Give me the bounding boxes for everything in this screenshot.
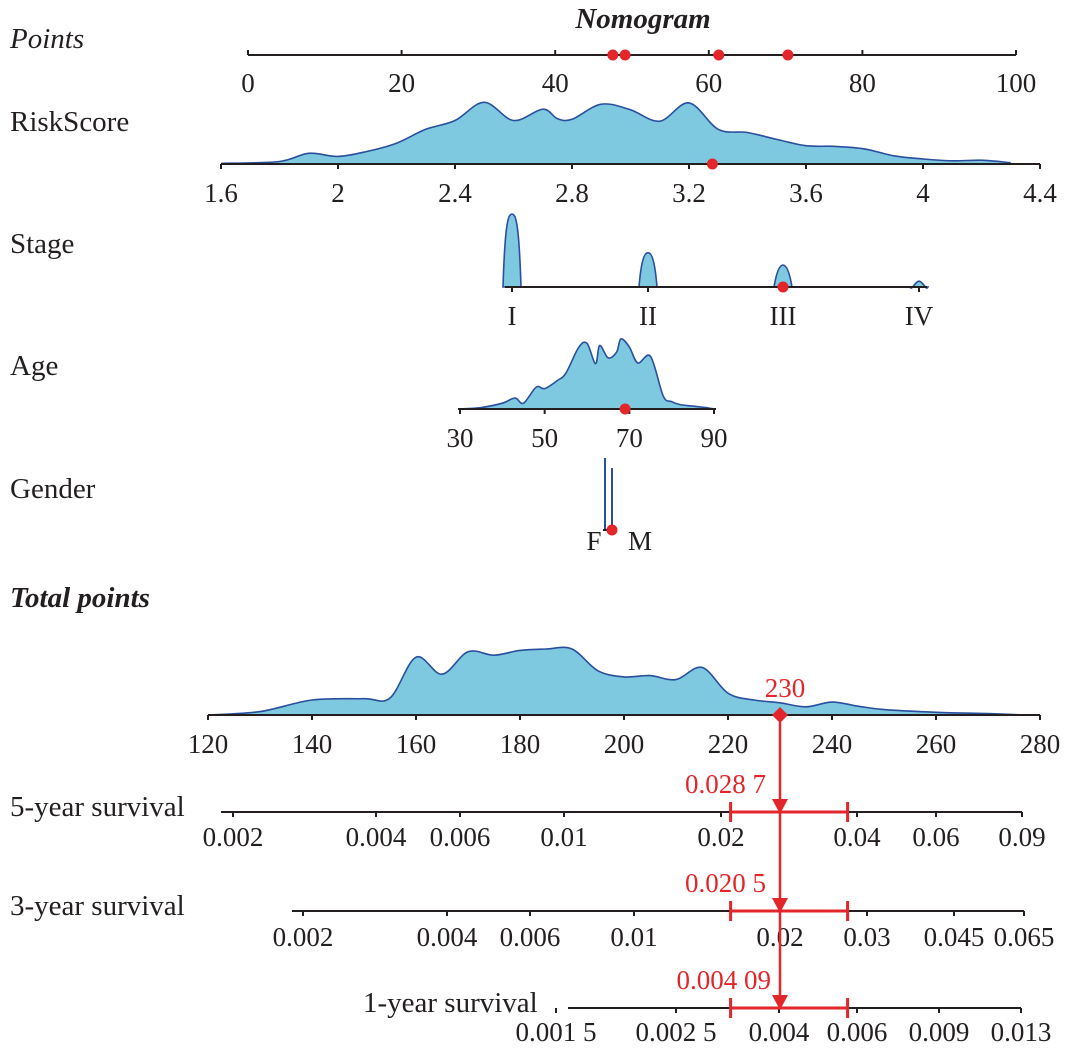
points-marker (782, 49, 794, 61)
age-tick-label: 50 (531, 423, 558, 453)
total-tick-label: 280 (1020, 729, 1061, 759)
points-marker (607, 49, 619, 61)
total-points-row: Total points 120 140 160 180 200 220 240 260 280 2… (10, 582, 1060, 759)
survival5-tick-label: 0.006 (430, 822, 491, 852)
riskscore-tick-label: 2.4 (438, 178, 472, 208)
riskscore-tick-label: 2 (331, 178, 345, 208)
riskscore-density-fill (221, 102, 1011, 164)
total-tick-label: 240 (812, 729, 853, 759)
age-selected-marker (619, 403, 631, 415)
survival3-tick-label: 0.03 (843, 922, 890, 952)
survival1-selected-label: 0.004 09 (677, 965, 772, 995)
gender-label: Gender (10, 473, 96, 505)
total-label: Total points (10, 582, 150, 614)
survival1-tick-label: 0.013 (991, 1017, 1052, 1047)
age-density-outline (459, 338, 715, 410)
points-tick-label: 0 (241, 68, 255, 98)
riskscore-density-outline (220, 101, 1011, 165)
points-tick-label: 20 (388, 68, 415, 98)
stage-label: Stage (10, 228, 74, 260)
stage-tick-label: II (639, 301, 657, 331)
total-tick-label: 140 (292, 729, 333, 759)
age-tick-label: 90 (701, 423, 728, 453)
points-tick-label: 60 (695, 68, 722, 98)
survival3-tick-label: 0.006 (500, 922, 561, 952)
age-label: Age (10, 350, 58, 382)
survival3-label: 3-year survival (10, 890, 185, 922)
points-tick-label: 80 (849, 68, 876, 98)
survival5-label: 5-year survival (10, 791, 185, 823)
survival1-label: 1-year survival (363, 987, 538, 1019)
survival3-selected-label: 0.020 5 (685, 868, 766, 898)
gender-selected-marker (606, 524, 618, 536)
stage-density-peak (773, 264, 793, 288)
survival5-tick-label: 0.09 (998, 822, 1045, 852)
gender-tick-label: F (586, 526, 601, 556)
survival3-tick-label: 0.004 (417, 922, 478, 952)
points-tick-label: 40 (542, 68, 569, 98)
points-label: Points (9, 23, 84, 55)
stage-density-peak (502, 213, 522, 288)
survival1-tick-label: 0.006 (827, 1017, 888, 1047)
total-selected-label: 230 (765, 673, 806, 703)
points-row: Points 0 20 40 60 80 100 (9, 23, 1036, 98)
stage-density-peak (638, 251, 658, 288)
total-tick-label: 260 (916, 729, 957, 759)
riskscore-selected-marker (706, 158, 718, 170)
stage-selected-marker (777, 281, 789, 293)
riskscore-tick-label: 3.2 (672, 178, 706, 208)
survival1-tick-label: 0.004 (749, 1017, 810, 1047)
total-density-fill (208, 647, 1025, 715)
total-tick-label: 200 (604, 729, 645, 759)
survival5-tick-label: 0.02 (697, 822, 744, 852)
stage-tick-label: III (770, 301, 797, 331)
survival1-tick-label: 0.001 5 (516, 1017, 597, 1047)
age-density-fill (460, 338, 714, 409)
riskscore-row: RiskScore 1.6 2 2.4 2.8 3.2 3.6 4 4.4 (10, 101, 1057, 208)
gender-row: Gender F M (10, 458, 652, 556)
riskscore-label: RiskScore (10, 106, 129, 138)
age-tick-label: 30 (447, 423, 474, 453)
survival3-tick-label: 0.065 (994, 922, 1055, 952)
riskscore-tick-label: 2.8 (555, 178, 589, 208)
riskscore-tick-label: 1.6 (204, 178, 238, 208)
riskscore-tick-label: 3.6 (789, 178, 823, 208)
five-year-survival-row: 5-year survival 0.002 0.004 0.006 0.01 0.02 0.… (10, 769, 1046, 852)
survival3-tick-label: 0.002 (273, 922, 334, 952)
survival1-tick-label: 0.002 5 (636, 1017, 717, 1047)
age-tick-label: 70 (616, 423, 643, 453)
riskscore-tick-label: 4.4 (1023, 178, 1057, 208)
total-tick-label: 120 (188, 729, 229, 759)
stage-tick-label: I (508, 301, 517, 331)
survival1-tick-label: 0.009 (909, 1017, 970, 1047)
survival5-tick-label: 0.002 (203, 822, 264, 852)
survival5-tick-label: 0.06 (912, 822, 959, 852)
total-density-outline (207, 646, 1025, 716)
total-tick-label: 220 (708, 729, 749, 759)
survival5-tick-label: 0.01 (540, 822, 587, 852)
riskscore-tick-label: 4 (916, 178, 930, 208)
points-marker (619, 49, 631, 61)
stage-tick-label: IV (905, 301, 934, 331)
chart-title: Nomogram (574, 3, 710, 35)
gender-tick-label: M (628, 526, 652, 556)
survival5-tick-label: 0.04 (833, 822, 881, 852)
total-tick-label: 180 (500, 729, 541, 759)
total-tick-label: 160 (396, 729, 437, 759)
points-marker (713, 49, 725, 61)
survival3-tick-label: 0.01 (610, 922, 657, 952)
survival5-selected-label: 0.028 7 (685, 769, 766, 799)
survival5-tick-label: 0.004 (346, 822, 407, 852)
age-row: Age 30 50 70 90 (10, 338, 728, 453)
survival3-tick-label: 0.045 (924, 922, 985, 952)
points-tick-label: 100 (996, 68, 1037, 98)
